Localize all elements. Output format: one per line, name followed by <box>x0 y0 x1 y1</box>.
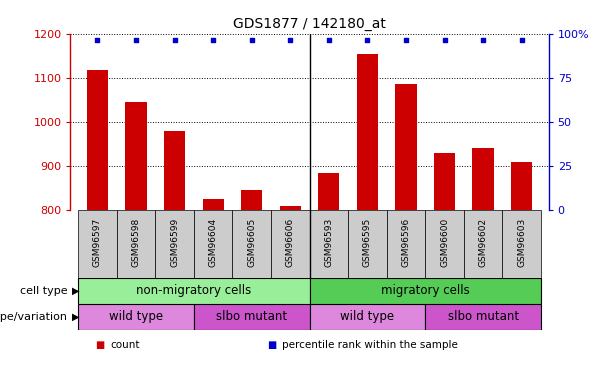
Bar <box>425 304 541 330</box>
Text: wild type: wild type <box>340 310 395 323</box>
Bar <box>271 210 310 278</box>
Bar <box>434 153 455 210</box>
Bar <box>194 210 232 278</box>
Bar <box>511 162 532 210</box>
Bar <box>280 207 301 210</box>
Text: genotype/variation: genotype/variation <box>0 312 67 322</box>
Bar <box>194 304 310 330</box>
Bar <box>78 210 116 278</box>
Bar <box>155 210 194 278</box>
Bar <box>78 304 194 330</box>
Text: migratory cells: migratory cells <box>381 284 470 297</box>
Point <box>324 37 333 43</box>
Text: GSM96598: GSM96598 <box>132 218 140 267</box>
Title: GDS1877 / 142180_at: GDS1877 / 142180_at <box>233 17 386 32</box>
Text: GSM96604: GSM96604 <box>208 218 218 267</box>
Text: count: count <box>110 340 140 350</box>
Point <box>440 37 449 43</box>
Bar <box>425 210 464 278</box>
Text: slbo mutant: slbo mutant <box>447 310 519 323</box>
Text: GSM96596: GSM96596 <box>402 218 411 267</box>
Text: ▶: ▶ <box>72 286 79 296</box>
Point <box>362 37 372 43</box>
Bar <box>126 102 147 210</box>
Bar <box>357 54 378 210</box>
Bar <box>87 70 108 210</box>
Bar <box>318 172 340 210</box>
Text: GSM96606: GSM96606 <box>286 218 295 267</box>
Bar <box>395 84 417 210</box>
Text: wild type: wild type <box>109 310 163 323</box>
Point <box>208 37 218 43</box>
Bar <box>310 304 425 330</box>
Text: ▶: ▶ <box>72 312 79 322</box>
Bar <box>348 210 387 278</box>
Bar <box>78 278 310 304</box>
Bar <box>116 210 155 278</box>
Text: cell type: cell type <box>20 286 67 296</box>
Text: ■: ■ <box>267 340 276 350</box>
Point <box>131 37 141 43</box>
Bar <box>310 210 348 278</box>
Text: non-migratory cells: non-migratory cells <box>136 284 251 297</box>
Text: GSM96595: GSM96595 <box>363 218 372 267</box>
Bar <box>387 210 425 278</box>
Bar <box>202 199 224 210</box>
Bar <box>310 278 541 304</box>
Point <box>517 37 527 43</box>
Bar <box>464 210 503 278</box>
Bar <box>241 190 262 210</box>
Point <box>170 37 180 43</box>
Bar <box>164 131 185 210</box>
Point <box>247 37 257 43</box>
Bar <box>232 210 271 278</box>
Point <box>401 37 411 43</box>
Text: GSM96602: GSM96602 <box>479 218 487 267</box>
Text: GSM96599: GSM96599 <box>170 218 179 267</box>
Point <box>478 37 488 43</box>
Bar <box>503 210 541 278</box>
Text: GSM96597: GSM96597 <box>93 218 102 267</box>
Text: GSM96605: GSM96605 <box>247 218 256 267</box>
Point <box>93 37 102 43</box>
Bar <box>473 148 493 210</box>
Point <box>286 37 295 43</box>
Text: GSM96600: GSM96600 <box>440 218 449 267</box>
Text: ■: ■ <box>95 340 104 350</box>
Text: percentile rank within the sample: percentile rank within the sample <box>282 340 458 350</box>
Text: GSM96603: GSM96603 <box>517 218 526 267</box>
Text: GSM96593: GSM96593 <box>324 218 333 267</box>
Text: slbo mutant: slbo mutant <box>216 310 287 323</box>
